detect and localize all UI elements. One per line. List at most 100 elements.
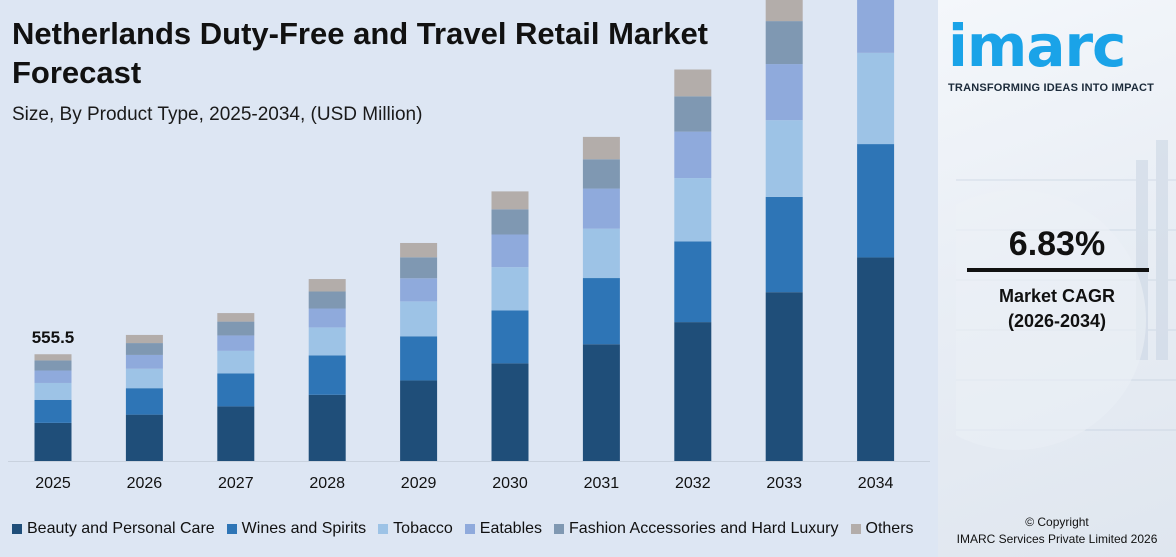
bar-segment-fashion-accessories-and-hard-luxury-2025 (34, 360, 72, 371)
bar-segment-beauty-and-personal-care-2028 (308, 394, 346, 461)
cagr-label-text: Market CAGR (998, 286, 1116, 306)
bar-segment-eatables-2026 (125, 354, 163, 369)
legend-item-eatables: Eatables (464, 520, 543, 538)
legend-label: Wines and Spirits (241, 520, 367, 537)
copyright: © Copyright IMARC Services Private Limit… (938, 514, 1176, 548)
chart-title: Netherlands Duty-Free and Travel Retail … (12, 16, 709, 90)
legend-label: Others (865, 520, 914, 537)
legend-label: Fashion Accessories and Hard Luxury (569, 520, 839, 537)
copyright-line-2: IMARC Services Private Limited 2026 (956, 532, 1158, 546)
bar-segment-fashion-accessories-and-hard-luxury-2031 (582, 159, 620, 189)
bar-segment-eatables-2027 (217, 335, 255, 351)
x-tick-label-2030: 2030 (492, 475, 528, 492)
legend-item-others: Others (850, 520, 914, 538)
legend-swatch (226, 524, 237, 534)
bar-segment-eatables-2028 (308, 308, 346, 328)
bar-segment-tobacco-2033 (765, 120, 803, 197)
bar-segment-beauty-and-personal-care-2034 (857, 257, 895, 461)
x-tick-label-2032: 2032 (675, 475, 711, 492)
bar-segment-beauty-and-personal-care-2032 (674, 322, 712, 461)
bar-segment-others-2028 (308, 279, 346, 292)
chart-panel: Netherlands Duty-Free and Travel Retail … (0, 0, 938, 557)
bar-segment-tobacco-2031 (582, 228, 620, 279)
legend-item-fashion-accessories-and-hard-luxury: Fashion Accessories and Hard Luxury (554, 520, 839, 538)
bar-segment-beauty-and-personal-care-2025 (34, 422, 72, 461)
x-tick-label-2027: 2027 (218, 475, 254, 492)
bar-segment-wines-and-spirits-2026 (125, 388, 163, 415)
cagr-value: 6.83% (1008, 225, 1106, 263)
bar-segment-eatables-2032 (674, 131, 712, 179)
bar-segment-wines-and-spirits-2028 (308, 355, 346, 395)
bar-segment-fashion-accessories-and-hard-luxury-2028 (308, 291, 346, 309)
bar-segment-tobacco-2030 (491, 267, 529, 311)
bar-segment-wines-and-spirits-2032 (674, 241, 712, 323)
legend-swatch (12, 524, 22, 534)
bar-segment-others-2030 (491, 191, 529, 210)
cagr-label: Market CAGR (2026-2034) (938, 284, 1176, 334)
bar-segment-beauty-and-personal-care-2029 (400, 380, 438, 461)
bar-segment-fashion-accessories-and-hard-luxury-2033 (765, 21, 803, 65)
bar-segment-fashion-accessories-and-hard-luxury-2030 (491, 209, 529, 235)
side-panel: imarc TRANSFORMING IDEAS INTO IMPACT 6.8… (938, 0, 1176, 557)
bar-segment-eatables-2031 (582, 188, 620, 229)
bar-segment-fashion-accessories-and-hard-luxury-2026 (125, 343, 163, 355)
imarc-logo: imarc TRANSFORMING IDEAS INTO IMPACT (948, 12, 1174, 94)
cagr-period: (2026-2034) (1007, 311, 1107, 331)
bar-segment-others-2033 (765, 0, 803, 22)
bar-segment-tobacco-2034 (857, 52, 895, 145)
bar-segment-tobacco-2026 (125, 368, 163, 389)
bar-segment-tobacco-2025 (34, 382, 72, 400)
legend-item-wines-and-spirits: Wines and Spirits (226, 520, 367, 538)
bar-segment-eatables-2030 (491, 234, 529, 268)
bar-segment-beauty-and-personal-care-2030 (491, 363, 529, 461)
bar-segment-wines-and-spirits-2027 (217, 373, 255, 407)
bar-segment-eatables-2025 (34, 370, 72, 383)
bar-segment-eatables-2034 (857, 0, 895, 53)
legend-item-tobacco: Tobacco (378, 520, 453, 538)
bar-segment-others-2026 (125, 334, 163, 344)
bar-segment-eatables-2029 (400, 278, 438, 302)
x-tick-label-2034: 2034 (858, 475, 894, 492)
background-decoration (956, 140, 1176, 450)
bar-segment-beauty-and-personal-care-2027 (217, 406, 255, 461)
bar-segment-others-2032 (674, 69, 712, 97)
bar-segment-beauty-and-personal-care-2033 (765, 292, 803, 461)
bar-segment-wines-and-spirits-2033 (765, 196, 803, 293)
bar-segment-others-2031 (582, 136, 620, 160)
bar-segment-fashion-accessories-and-hard-luxury-2032 (674, 96, 712, 132)
bar-segment-fashion-accessories-and-hard-luxury-2027 (217, 321, 255, 336)
legend-swatch (850, 524, 861, 534)
bar-segment-wines-and-spirits-2034 (857, 144, 895, 258)
legend-swatch (464, 524, 475, 534)
chart-subtitle: Size, By Product Type, 2025-2034, (USD M… (12, 104, 423, 125)
x-tick-label-2025: 2025 (35, 475, 71, 492)
cagr-divider (967, 268, 1149, 272)
chart-legend: Beauty and Personal Care Wines and Spirit… (12, 519, 914, 539)
bar-segment-fashion-accessories-and-hard-luxury-2029 (400, 257, 438, 279)
x-tick-label-2031: 2031 (584, 475, 620, 492)
x-tick-label-2033: 2033 (766, 475, 802, 492)
legend-label: Eatables (479, 520, 543, 537)
legend-item-beauty-and-personal-care: Beauty and Personal Care (12, 520, 215, 538)
stacked-bar-chart: 2025 555.5 2026 2027 2028 2029 2030 2031 2032 203… (8, 0, 930, 492)
legend-swatch (554, 524, 565, 534)
bar-segment-tobacco-2028 (308, 327, 346, 356)
bar-segment-wines-and-spirits-2029 (400, 336, 438, 381)
bar-segment-beauty-and-personal-care-2026 (125, 414, 163, 461)
x-tick-label-2026: 2026 (127, 475, 163, 492)
bar-segment-tobacco-2032 (674, 178, 712, 242)
legend-label: Tobacco (393, 520, 453, 537)
bar-segment-tobacco-2029 (400, 301, 438, 337)
bar-segment-others-2025 (34, 354, 72, 361)
legend-swatch (378, 524, 389, 534)
bar-segment-wines-and-spirits-2025 (34, 399, 72, 423)
copyright-line-1: © Copyright (1025, 515, 1089, 529)
logo-wordmark: imarc (948, 12, 1126, 80)
bar-segment-beauty-and-personal-care-2031 (582, 344, 620, 461)
legend-label: Beauty and Personal Care (27, 520, 215, 537)
x-tick-label-2028: 2028 (309, 475, 345, 492)
bar-segment-wines-and-spirits-2030 (491, 310, 529, 364)
bar-segment-others-2027 (217, 313, 255, 322)
bar-segment-others-2029 (400, 242, 438, 258)
logo-tagline: TRANSFORMING IDEAS INTO IMPACT (948, 82, 1155, 94)
